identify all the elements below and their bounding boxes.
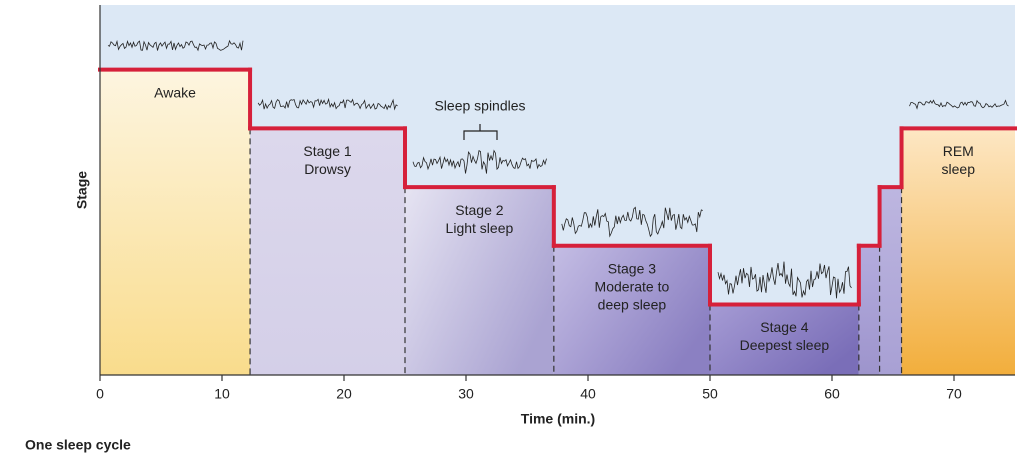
stage-label: Awake — [154, 84, 196, 100]
stage-label: Stage 3 — [608, 260, 656, 276]
x-tick-label: 70 — [946, 386, 962, 402]
x-tick-label: 40 — [580, 386, 596, 402]
stage-label: Light sleep — [446, 220, 514, 236]
x-tick-label: 30 — [458, 386, 474, 402]
stage-label: Drowsy — [304, 161, 351, 177]
eeg-trace — [257, 97, 398, 111]
x-tick-label: 60 — [824, 386, 840, 402]
stage-area — [901, 128, 1015, 375]
stage-label: REM — [943, 143, 974, 159]
stage-label: Stage 1 — [303, 143, 351, 159]
stage-area — [858, 245, 880, 375]
stage-area — [250, 128, 405, 375]
eeg-trace — [412, 149, 547, 174]
x-tick-label: 0 — [96, 386, 104, 402]
stage-label: Moderate to — [595, 278, 670, 294]
x-axis-label: Time (min.) — [521, 411, 595, 427]
x-tick-label: 10 — [214, 386, 230, 402]
eeg-trace — [561, 206, 703, 238]
stage-label: Deepest sleep — [740, 337, 830, 353]
stage-area — [553, 245, 710, 375]
eeg-trace — [717, 261, 852, 299]
annotation: Sleep spindles — [434, 98, 525, 114]
footer: One sleep cycle — [25, 437, 131, 453]
eeg-trace — [107, 39, 244, 52]
x-tick-label: 20 — [336, 386, 352, 402]
eeg-trace — [909, 99, 1009, 110]
stage-label: sleep — [942, 161, 976, 177]
stage-area — [710, 304, 859, 375]
x-tick-label: 50 — [702, 386, 718, 402]
stage-area — [100, 69, 251, 375]
stage-area — [879, 187, 902, 375]
annotation-bracket — [463, 124, 498, 140]
stage-label: Stage 4 — [760, 319, 808, 335]
y-axis-label: Stage — [74, 171, 90, 209]
stage-area — [405, 187, 554, 375]
stage-label: deep sleep — [598, 296, 667, 312]
stage-label: Stage 2 — [455, 202, 503, 218]
